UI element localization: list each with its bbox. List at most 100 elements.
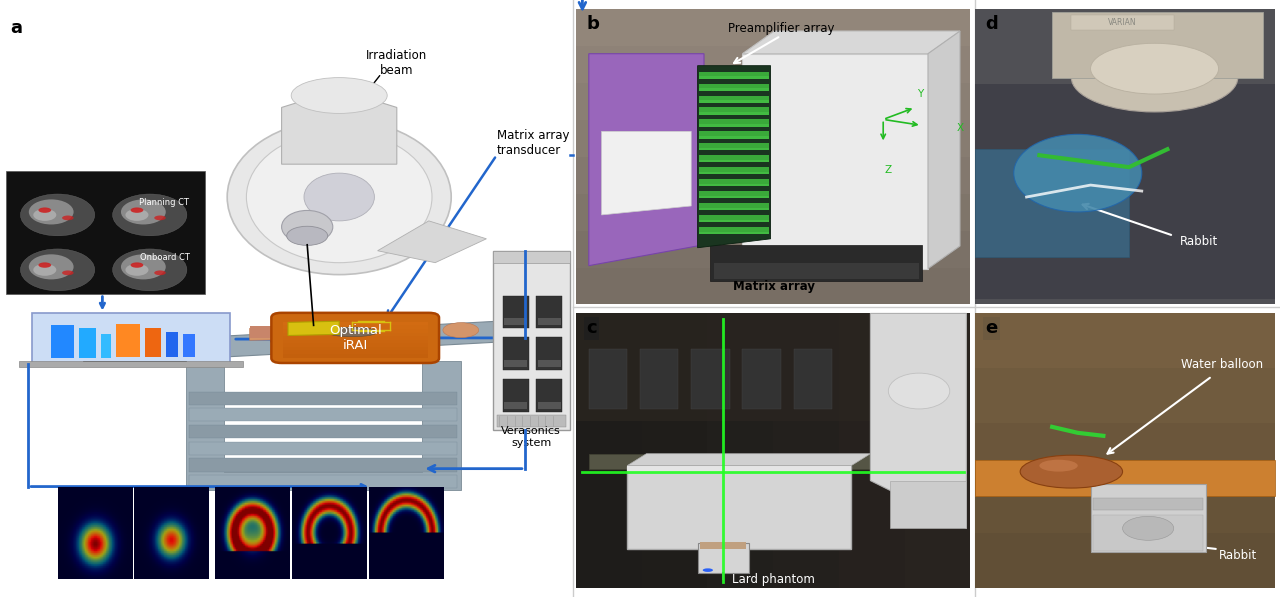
Bar [589,349,627,409]
Polygon shape [288,321,339,336]
Bar [641,313,708,588]
Bar [576,267,970,304]
Bar [975,313,1275,588]
Text: Z: Z [884,165,892,174]
Bar [699,143,769,150]
Bar [538,360,561,367]
Bar [101,334,111,358]
Ellipse shape [33,264,56,276]
Bar [975,533,1275,588]
Bar [536,337,562,370]
Text: Rabbit: Rabbit [1180,235,1219,248]
Bar [975,478,1275,533]
Ellipse shape [228,119,452,275]
Text: Planning CT: Planning CT [140,198,189,208]
Ellipse shape [155,270,166,275]
Bar [0,0,573,597]
Polygon shape [250,325,435,340]
Bar [699,107,769,115]
Bar [503,379,529,412]
Bar [975,313,1275,368]
Ellipse shape [888,373,950,409]
Bar [699,124,769,127]
Ellipse shape [155,216,166,220]
Bar [699,112,769,115]
Bar [699,172,769,174]
Bar [145,328,161,357]
Bar [699,84,769,91]
Bar [700,542,746,549]
Bar [699,191,769,198]
Bar [536,379,562,412]
Polygon shape [742,54,928,269]
Bar [699,100,769,103]
Text: Verasonics
system: Verasonics system [502,426,561,448]
Ellipse shape [120,199,166,224]
Bar [576,313,641,588]
Polygon shape [602,131,691,215]
Polygon shape [710,245,922,281]
Bar [166,332,178,357]
Ellipse shape [113,194,187,236]
Bar [627,466,851,549]
Bar [576,313,970,421]
Polygon shape [250,326,275,338]
Bar [283,343,428,347]
Bar [1071,15,1174,30]
Polygon shape [189,458,457,472]
Ellipse shape [29,199,74,224]
Bar [32,313,230,364]
Bar [504,360,527,367]
Ellipse shape [1071,44,1238,112]
Text: Water balloon: Water balloon [1181,358,1263,371]
Text: d: d [986,15,998,33]
Bar [699,131,769,139]
Bar [19,361,243,367]
Bar [975,423,1275,478]
Ellipse shape [29,254,74,279]
Bar [51,325,74,358]
Bar [699,203,769,210]
Bar [838,313,905,588]
Polygon shape [147,319,531,361]
Bar [699,227,769,234]
Bar [504,402,527,409]
Bar [640,349,678,409]
Ellipse shape [292,78,388,113]
Bar [890,481,966,528]
Bar [699,76,769,79]
Ellipse shape [125,264,148,276]
FancyBboxPatch shape [271,313,439,363]
Text: Irradiation
beam: Irradiation beam [366,49,428,76]
Bar [283,347,428,350]
Polygon shape [589,54,704,266]
Text: Matrix array
transducer: Matrix array transducer [497,130,570,157]
Text: Optimal
iRAI: Optimal iRAI [329,324,383,352]
Bar [699,196,769,198]
Ellipse shape [33,209,56,221]
Ellipse shape [443,323,479,338]
Bar [538,402,561,409]
Text: c: c [586,319,596,337]
Bar [794,349,832,409]
Ellipse shape [131,207,143,213]
Text: VARIAN: VARIAN [1108,18,1137,27]
Bar [576,46,970,83]
Polygon shape [189,392,457,405]
Bar [1093,498,1203,510]
Bar [1052,12,1263,78]
Ellipse shape [20,249,95,291]
Bar [699,215,769,222]
Bar [975,460,1275,496]
Text: Preamplifier array: Preamplifier array [727,22,835,35]
Bar [6,171,205,294]
Bar [504,318,527,325]
Ellipse shape [125,209,148,221]
Text: b: b [586,15,599,33]
Bar [699,96,769,103]
Text: X: X [956,124,964,133]
Bar [283,325,428,329]
Polygon shape [282,90,397,164]
Bar [493,251,570,430]
Bar [699,179,769,186]
